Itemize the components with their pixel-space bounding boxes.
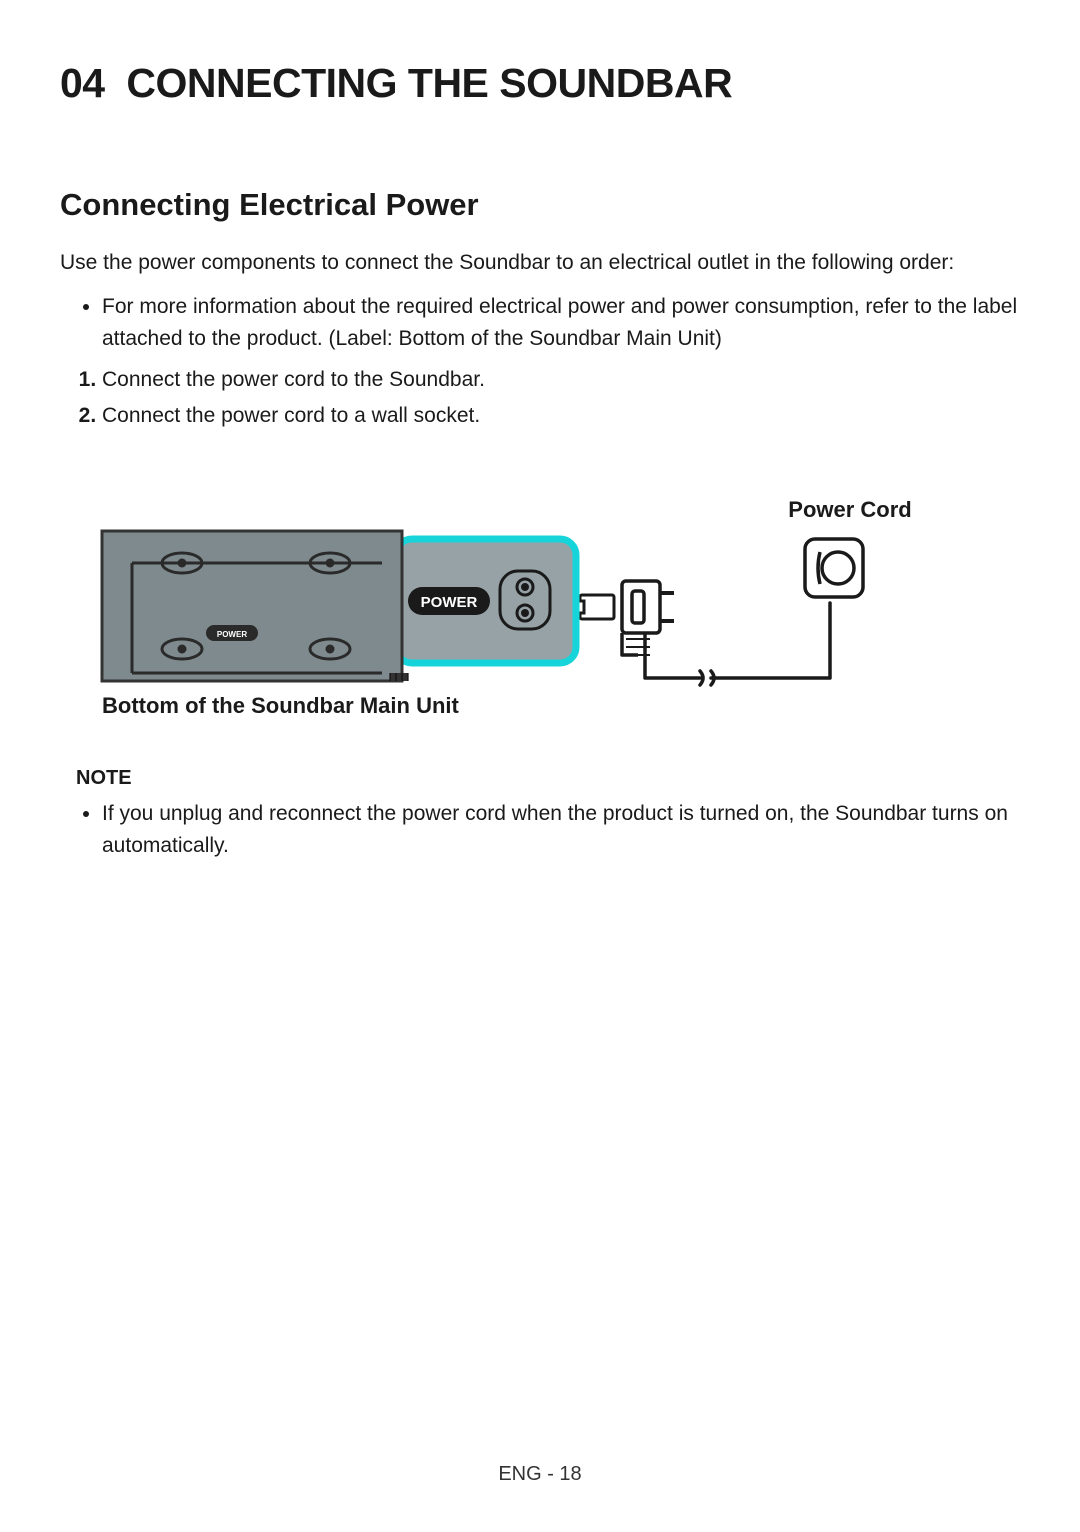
note-item: If you unplug and reconnect the power co… [102,798,1020,863]
info-bullet-list: For more information about the required … [60,291,1020,356]
chapter-number: 04 [60,60,105,106]
power-cord-label: Power Cord [788,497,911,522]
connection-diagram: Power Cord [60,483,1020,743]
chapter-title: 04 CONNECTING THE SOUNDBAR [60,60,1020,107]
note-label: NOTE [60,767,1020,790]
soundbar-bottom-icon: POWER [102,531,408,681]
page-footer: ENG - 18 [0,1463,1080,1486]
highlight-panel: POWER [396,539,576,663]
intro-text: Use the power components to connect the … [60,247,1020,279]
power-badge: POWER [421,594,478,611]
bottom-unit-label: Bottom of the Soundbar Main Unit [102,693,460,718]
step-list: Connect the power cord to the Soundbar. … [60,364,1020,433]
power-badge-small: POWER [217,630,247,639]
step-1: Connect the power cord to the Soundbar. [102,364,1020,397]
step-2: Connect the power cord to a wall socket. [102,400,1020,433]
chapter-title-text: CONNECTING THE SOUNDBAR [126,60,732,106]
soundbar-power-diagram-svg: Power Cord [60,483,940,743]
wall-plug-icon [805,539,863,597]
section-heading: Connecting Electrical Power [60,187,1020,223]
cord-plug-icon [622,581,674,655]
note-list: If you unplug and reconnect the power co… [60,798,1020,863]
info-bullet-item: For more information about the required … [102,291,1020,356]
